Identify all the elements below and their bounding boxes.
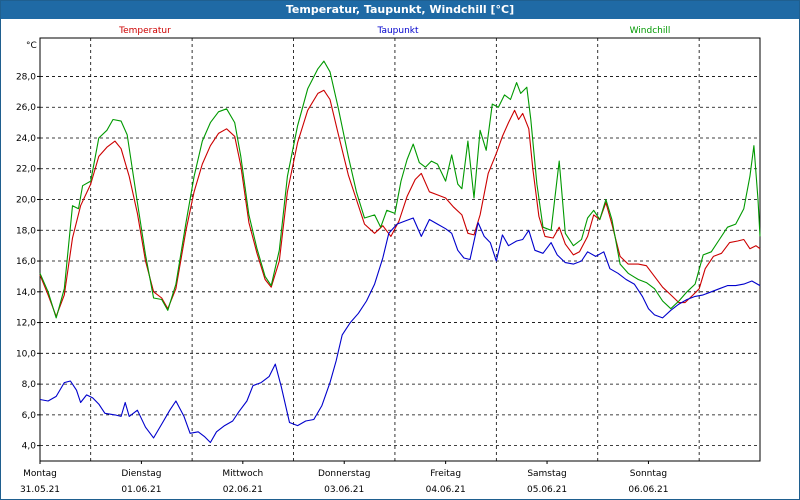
x-tick-label-date: 03.06.21: [324, 485, 364, 495]
x-tick-label-day: Samstag: [527, 469, 566, 479]
x-tick-label-date: 04.06.21: [426, 485, 466, 495]
y-tick-label: 20,0: [16, 196, 36, 206]
y-tick-label: 24,0: [16, 134, 36, 144]
x-tick-label-date: 06.06.21: [628, 485, 668, 495]
series-line-windchill: [39, 60, 761, 319]
y-tick-label: 6,0: [22, 411, 37, 421]
y-tick-label: 26,0: [16, 103, 36, 113]
x-tick-label-date: 05.06.21: [527, 485, 567, 495]
x-tick-label-day: Mittwoch: [222, 469, 263, 479]
x-tick-label-date: 02.06.21: [223, 485, 263, 495]
x-tick-label-day: Donnerstag: [318, 469, 371, 479]
y-tick-label: 18,0: [16, 226, 36, 236]
legend-item-taupunkt: Taupunkt: [376, 26, 419, 36]
x-tick-label-date: 31.05.21: [20, 485, 60, 495]
y-tick-label: 22,0: [16, 165, 36, 175]
legend: Temperatur Taupunkt Windchill: [118, 26, 670, 36]
y-tick-label: 28,0: [16, 72, 36, 82]
y-tick-label: 12,0: [16, 319, 36, 329]
y-axis-unit: °C: [26, 41, 37, 51]
x-tick-label-day: Freitag: [430, 469, 461, 479]
series-line-taupunkt: [39, 217, 761, 444]
plot-area: [39, 37, 761, 462]
legend-item-temperatur: Temperatur: [118, 26, 171, 36]
y-tick-label: 4,0: [22, 442, 37, 452]
x-tick-label-day: Dienstag: [121, 469, 161, 479]
y-tick-label: 14,0: [16, 288, 36, 298]
x-axis: Montag 31.05.21 Dienstag 01.06.21 Mittwoch 02…: [20, 461, 668, 495]
legend-item-windchill: Windchill: [630, 26, 671, 36]
y-tick-label: 16,0: [16, 257, 36, 267]
window-title: Temperatur, Taupunkt, Windchill [°C]: [1, 1, 799, 19]
y-tick-label: 8,0: [22, 380, 37, 390]
x-tick-label-day: Sonntag: [630, 469, 667, 479]
x-tick-label-day: Montag: [23, 469, 57, 479]
y-axis: 4,0 6,0 8,0 10,0 12,0 14,0 16,0 18,0 20,0 22,0 24,…: [16, 72, 40, 452]
x-tick-label-date: 01.06.21: [121, 485, 161, 495]
series-lines: [39, 60, 761, 444]
y-tick-label: 10,0: [16, 349, 36, 359]
